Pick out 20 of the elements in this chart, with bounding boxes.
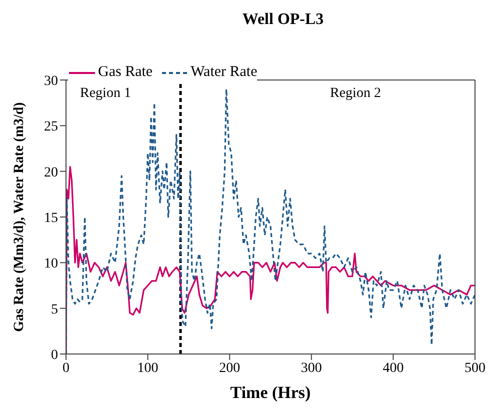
x-tick-label: 0 (62, 360, 70, 376)
annotation: Region 1 (80, 86, 131, 102)
chart-title: Well OP-L3 (241, 10, 325, 30)
y-tick-label: 25 (44, 120, 58, 135)
x-tick-label: 200 (219, 360, 240, 376)
y-tick-label: 20 (44, 165, 58, 180)
y-tick-label: 5 (51, 302, 58, 318)
y-axis-title: Gas Rate (Mm3/d), Water Rate (m3/d) (12, 102, 27, 332)
y-tick-label: 10 (44, 256, 58, 272)
y-tick-label: 0 (51, 348, 58, 363)
y-tick-label: 15 (44, 210, 58, 226)
x-axis-title: Time (Hrs) (230, 383, 311, 402)
annotation: Region 2 (330, 86, 381, 102)
x-tick-label: 100 (137, 360, 158, 376)
x-tick-label: 300 (300, 360, 322, 376)
x-tick-label: 400 (382, 360, 404, 376)
x-tick-label: 500 (464, 360, 486, 376)
legend-label: Water Rate (190, 64, 258, 81)
y-tick-label: 30 (44, 74, 58, 89)
legend-label: Gas Rate (98, 64, 153, 81)
